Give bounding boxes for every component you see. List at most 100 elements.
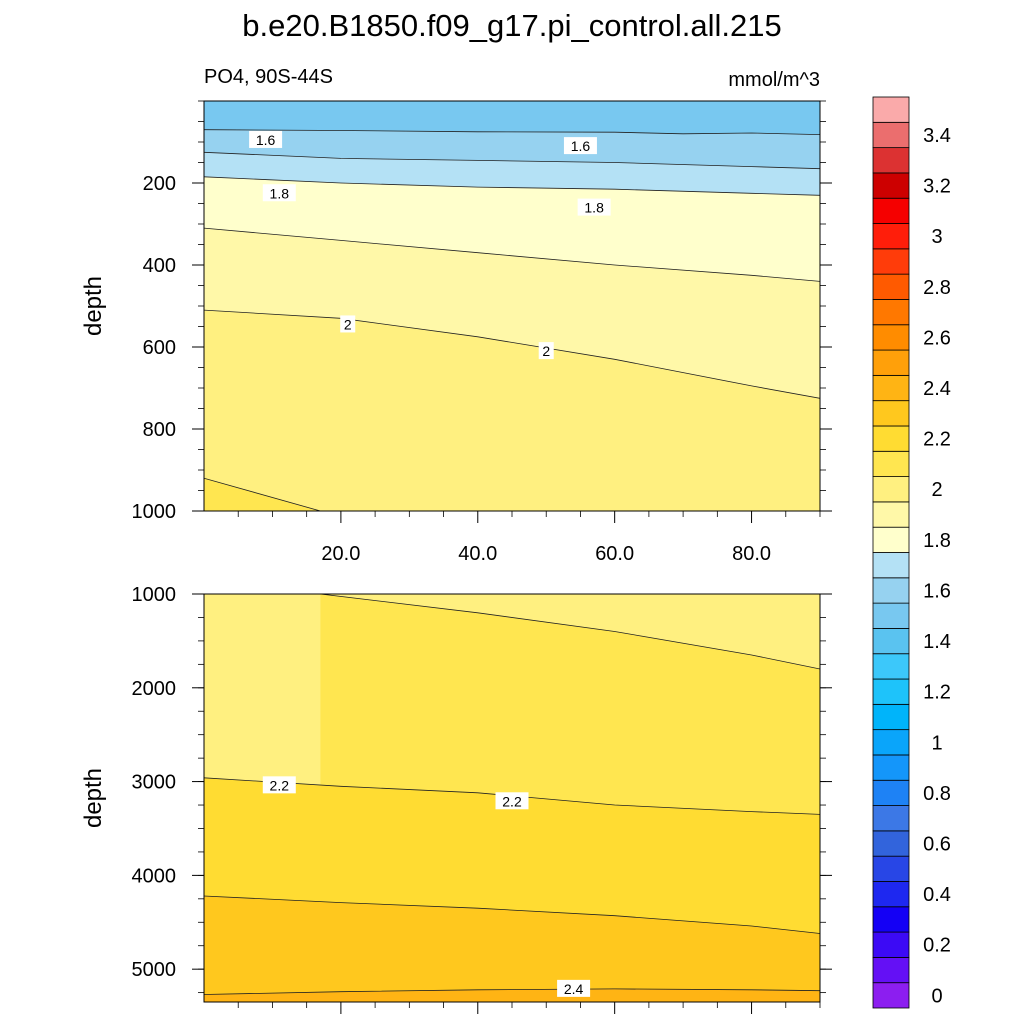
contour-line	[320, 594, 820, 670]
contour-line	[204, 895, 820, 934]
contour-label: 1.6	[571, 138, 591, 154]
colorbar-swatch	[872, 956, 910, 984]
colorbar-swatch	[872, 172, 910, 199]
colorbar-swatch	[872, 754, 910, 781]
contour-label-box	[495, 792, 529, 810]
x-tick-label: 80.0	[732, 543, 771, 565]
contour-fills: 1.6 1.6 1.8 1.8 2 2	[204, 101, 820, 511]
y-tick-label: 600	[143, 337, 176, 359]
colorbar-label: 1.6	[923, 581, 951, 603]
colorbar-swatch	[872, 450, 910, 477]
colorbar-swatch	[872, 628, 910, 655]
colorbar-swatch	[872, 223, 910, 250]
y-axis-label: depth	[80, 768, 107, 828]
colorbar-label: 0.8	[923, 783, 951, 805]
colorbar-label: 0	[931, 985, 942, 1007]
contour-label-box	[577, 198, 611, 216]
contour-label-box	[563, 137, 597, 155]
colorbar-swatch	[872, 931, 910, 958]
colorbar-swatch	[872, 400, 910, 427]
colorbar-swatch	[872, 121, 910, 149]
y-axis-label: depth	[80, 276, 107, 336]
colorbar-label: 3.4	[923, 125, 951, 147]
colorbar-swatch	[872, 678, 910, 705]
colorbar-swatch	[872, 476, 910, 503]
colorbar-swatch	[872, 881, 910, 908]
contour-fills: 2.2 2.2 2.4	[204, 594, 820, 1002]
contour-band	[204, 478, 820, 511]
contour-line	[204, 777, 820, 815]
contour-label-box	[262, 776, 296, 794]
colorbar-swatch	[872, 501, 910, 528]
colorbar-label: 0.4	[923, 884, 951, 906]
colorbar-label: 0.2	[923, 935, 951, 957]
colorbar-swatch	[872, 273, 910, 300]
contour-line	[204, 988, 820, 995]
y-tick-label: 4000	[132, 865, 177, 887]
colorbar-label: 2.8	[923, 277, 951, 299]
lower-depth-panel: 2.2 2.2 2.4 1000 2000 3000 4000 5000 depth	[80, 584, 832, 1014]
colorbar-label: 2.6	[923, 327, 951, 349]
contour-line	[204, 176, 820, 196]
colorbar-swatch	[872, 374, 910, 402]
colorbar-swatch	[872, 526, 910, 553]
contour-label: 2.4	[564, 981, 584, 997]
y-tick-label: 2000	[132, 678, 177, 700]
contour-label: 1.8	[270, 185, 290, 201]
contour-label-box	[262, 184, 296, 202]
colorbar-swatch	[872, 197, 910, 224]
contour-label-box	[538, 342, 554, 360]
contour-label: 2.2	[270, 777, 290, 793]
y-tick-label: 800	[143, 419, 176, 441]
y-tick-label: 3000	[132, 772, 177, 794]
colorbar-swatch	[872, 425, 910, 452]
colorbar-label: 1.2	[923, 682, 951, 704]
colorbar-swatch	[872, 982, 910, 1009]
units-subtitle: mmol/m^3	[728, 69, 820, 91]
colorbar-label: 0.6	[923, 834, 951, 856]
colorbar-label: 3.2	[923, 176, 951, 198]
contour-label: 1.8	[584, 200, 604, 216]
contour-line	[204, 477, 321, 511]
colorbar-swatch	[872, 855, 910, 882]
colorbar-label: 3	[931, 226, 942, 248]
upper-depth-panel: 1.6 1.6 1.8 1.8 2 2 200 400 600 800 1000 20.0 40.0 60…	[80, 100, 832, 565]
colorbar-swatch	[872, 552, 910, 579]
colorbar-label: 2.4	[923, 378, 951, 400]
colorbar-swatch	[872, 729, 910, 756]
contour-label: 2.2	[502, 793, 522, 809]
contour-label: 1.6	[256, 132, 276, 148]
colorbar-swatch	[872, 602, 910, 629]
contour-line	[204, 151, 820, 170]
contour-label: 2	[542, 343, 550, 359]
y-tick-label: 1000	[132, 584, 177, 606]
colorbar-swatch	[872, 349, 910, 376]
colorbar-swatch	[872, 830, 910, 857]
figure-title: b.e20.B1850.f09_g17.pi_control.all.215	[242, 8, 782, 43]
x-tick-label: 20.0	[321, 543, 360, 565]
colorbar: 0 0.2 0.4 0.6 0.8 1 1.2 1.4 1.6 1.8 2 2.2 2.4 2.6 2.8 3…	[872, 96, 951, 1009]
colorbar-swatch	[872, 779, 910, 806]
colorbar-label: 2	[931, 479, 942, 501]
contour-band	[204, 988, 820, 1002]
colorbar-label: 2.2	[923, 429, 951, 451]
contour-label-box	[249, 130, 283, 148]
contour-band	[204, 896, 820, 1002]
colorbar-swatch	[872, 577, 910, 604]
y-tick-label: 200	[143, 173, 176, 195]
colorbar-swatch	[872, 324, 910, 351]
colorbar-swatch	[872, 248, 910, 275]
y-tick-label: 400	[143, 255, 176, 277]
contour-band	[204, 310, 820, 511]
colorbar-swatch	[872, 703, 910, 731]
contour-label-box	[340, 315, 356, 333]
colorbar-label: 1.4	[923, 631, 951, 653]
x-tick-label: 60.0	[595, 543, 634, 565]
contour-line	[204, 227, 820, 282]
variable-subtitle: PO4, 90S-44S	[204, 66, 333, 88]
x-tick-label: 40.0	[458, 543, 497, 565]
y-tick-label: 5000	[132, 959, 177, 981]
colorbar-swatch	[872, 653, 910, 680]
colorbar-label: 1	[931, 732, 942, 754]
contour-line	[204, 129, 820, 135]
